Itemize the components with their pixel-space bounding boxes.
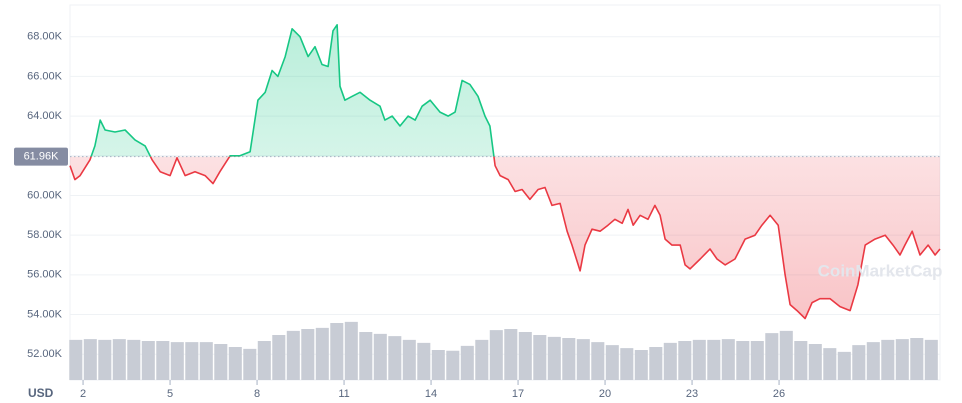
- volume-bar: [228, 347, 242, 380]
- volume-bar: [286, 330, 300, 380]
- volume-bar: [707, 339, 721, 380]
- volume-bar: [388, 336, 402, 380]
- volume-bar: [373, 333, 387, 380]
- volume-bar: [112, 339, 126, 380]
- volume-bar: [852, 345, 866, 380]
- volume-bar: [344, 321, 358, 380]
- x-tick-label: 26: [773, 388, 785, 400]
- volume-bar: [823, 348, 837, 380]
- currency-label: USD: [28, 386, 54, 400]
- volume-bar: [170, 342, 184, 380]
- volume-bar: [257, 341, 271, 380]
- volume-bar: [881, 339, 895, 380]
- x-tick-label: 2: [80, 388, 86, 400]
- volume-bar: [518, 332, 532, 380]
- volume-bar: [98, 339, 112, 380]
- volume-bar: [591, 342, 605, 380]
- x-tick-label: 14: [425, 388, 437, 400]
- volume-bar: [156, 341, 170, 380]
- volume-bar: [895, 339, 909, 380]
- y-tick-label: 56.00K: [27, 269, 63, 281]
- volume-bar: [663, 342, 677, 380]
- x-tick-label: 11: [338, 388, 349, 400]
- volume-bar: [692, 339, 706, 380]
- x-tick-label: 5: [167, 388, 173, 400]
- volume-bar: [721, 339, 735, 380]
- volume-bar: [765, 333, 779, 380]
- reference-label: 61.96K: [24, 150, 60, 162]
- x-tick-label: 17: [512, 388, 524, 400]
- volume-bar: [620, 348, 634, 380]
- x-tick-label: 20: [599, 388, 611, 400]
- y-tick-label: 54.00K: [27, 308, 63, 320]
- volume-bar: [69, 339, 83, 380]
- volume-bar: [83, 339, 97, 380]
- volume-bar: [547, 336, 561, 380]
- y-tick-label: 68.00K: [27, 31, 63, 43]
- volume-bar: [402, 339, 416, 380]
- area-down: [70, 156, 940, 319]
- volume-bar: [475, 339, 489, 380]
- volume-bar: [808, 344, 822, 380]
- volume-bar: [460, 345, 474, 380]
- volume-bar: [736, 341, 750, 380]
- volume-bar: [359, 332, 373, 380]
- volume-bar: [605, 345, 619, 380]
- volume-bar: [634, 350, 648, 380]
- volume-bar: [214, 344, 228, 380]
- volume-bar: [649, 347, 663, 380]
- x-tick-label: 8: [254, 388, 260, 400]
- volume-bar: [837, 351, 851, 380]
- volume-bar: [924, 339, 938, 380]
- volume-bar: [678, 341, 692, 380]
- watermark: CoinMarketCap: [818, 261, 943, 280]
- area-up: [70, 24, 940, 157]
- volume-bar: [127, 339, 141, 380]
- y-tick-label: 52.00K: [27, 348, 63, 360]
- volume-bar: [533, 335, 547, 380]
- volume-bar: [576, 339, 590, 380]
- volume-bar: [315, 327, 329, 380]
- reference-label-box: [14, 147, 68, 166]
- volume-bar: [750, 341, 764, 380]
- volume-bar: [243, 348, 257, 380]
- volume-bar: [794, 341, 808, 380]
- y-tick-label: 66.00K: [27, 70, 63, 82]
- volume-bar: [272, 335, 286, 380]
- x-tick-label: 23: [686, 388, 698, 400]
- volume-bar: [910, 338, 924, 380]
- volume-bar: [185, 342, 199, 380]
- volume-bar: [779, 330, 793, 380]
- volume-bar: [866, 342, 880, 380]
- y-tick-label: 64.00K: [27, 110, 63, 122]
- volume-bar: [301, 329, 315, 380]
- volume-bar: [199, 342, 213, 380]
- volume-bar: [330, 323, 344, 380]
- volume-bar: [431, 350, 445, 380]
- y-tick-label: 60.00K: [27, 189, 63, 201]
- volume-bar: [141, 341, 155, 380]
- volume-bar: [562, 338, 576, 380]
- volume-bar: [446, 350, 460, 380]
- volume-bar: [489, 330, 503, 380]
- volume-bar: [504, 329, 518, 380]
- price-line-down: [69, 156, 941, 320]
- volume-bar: [417, 342, 431, 380]
- y-tick-label: 58.00K: [27, 229, 63, 241]
